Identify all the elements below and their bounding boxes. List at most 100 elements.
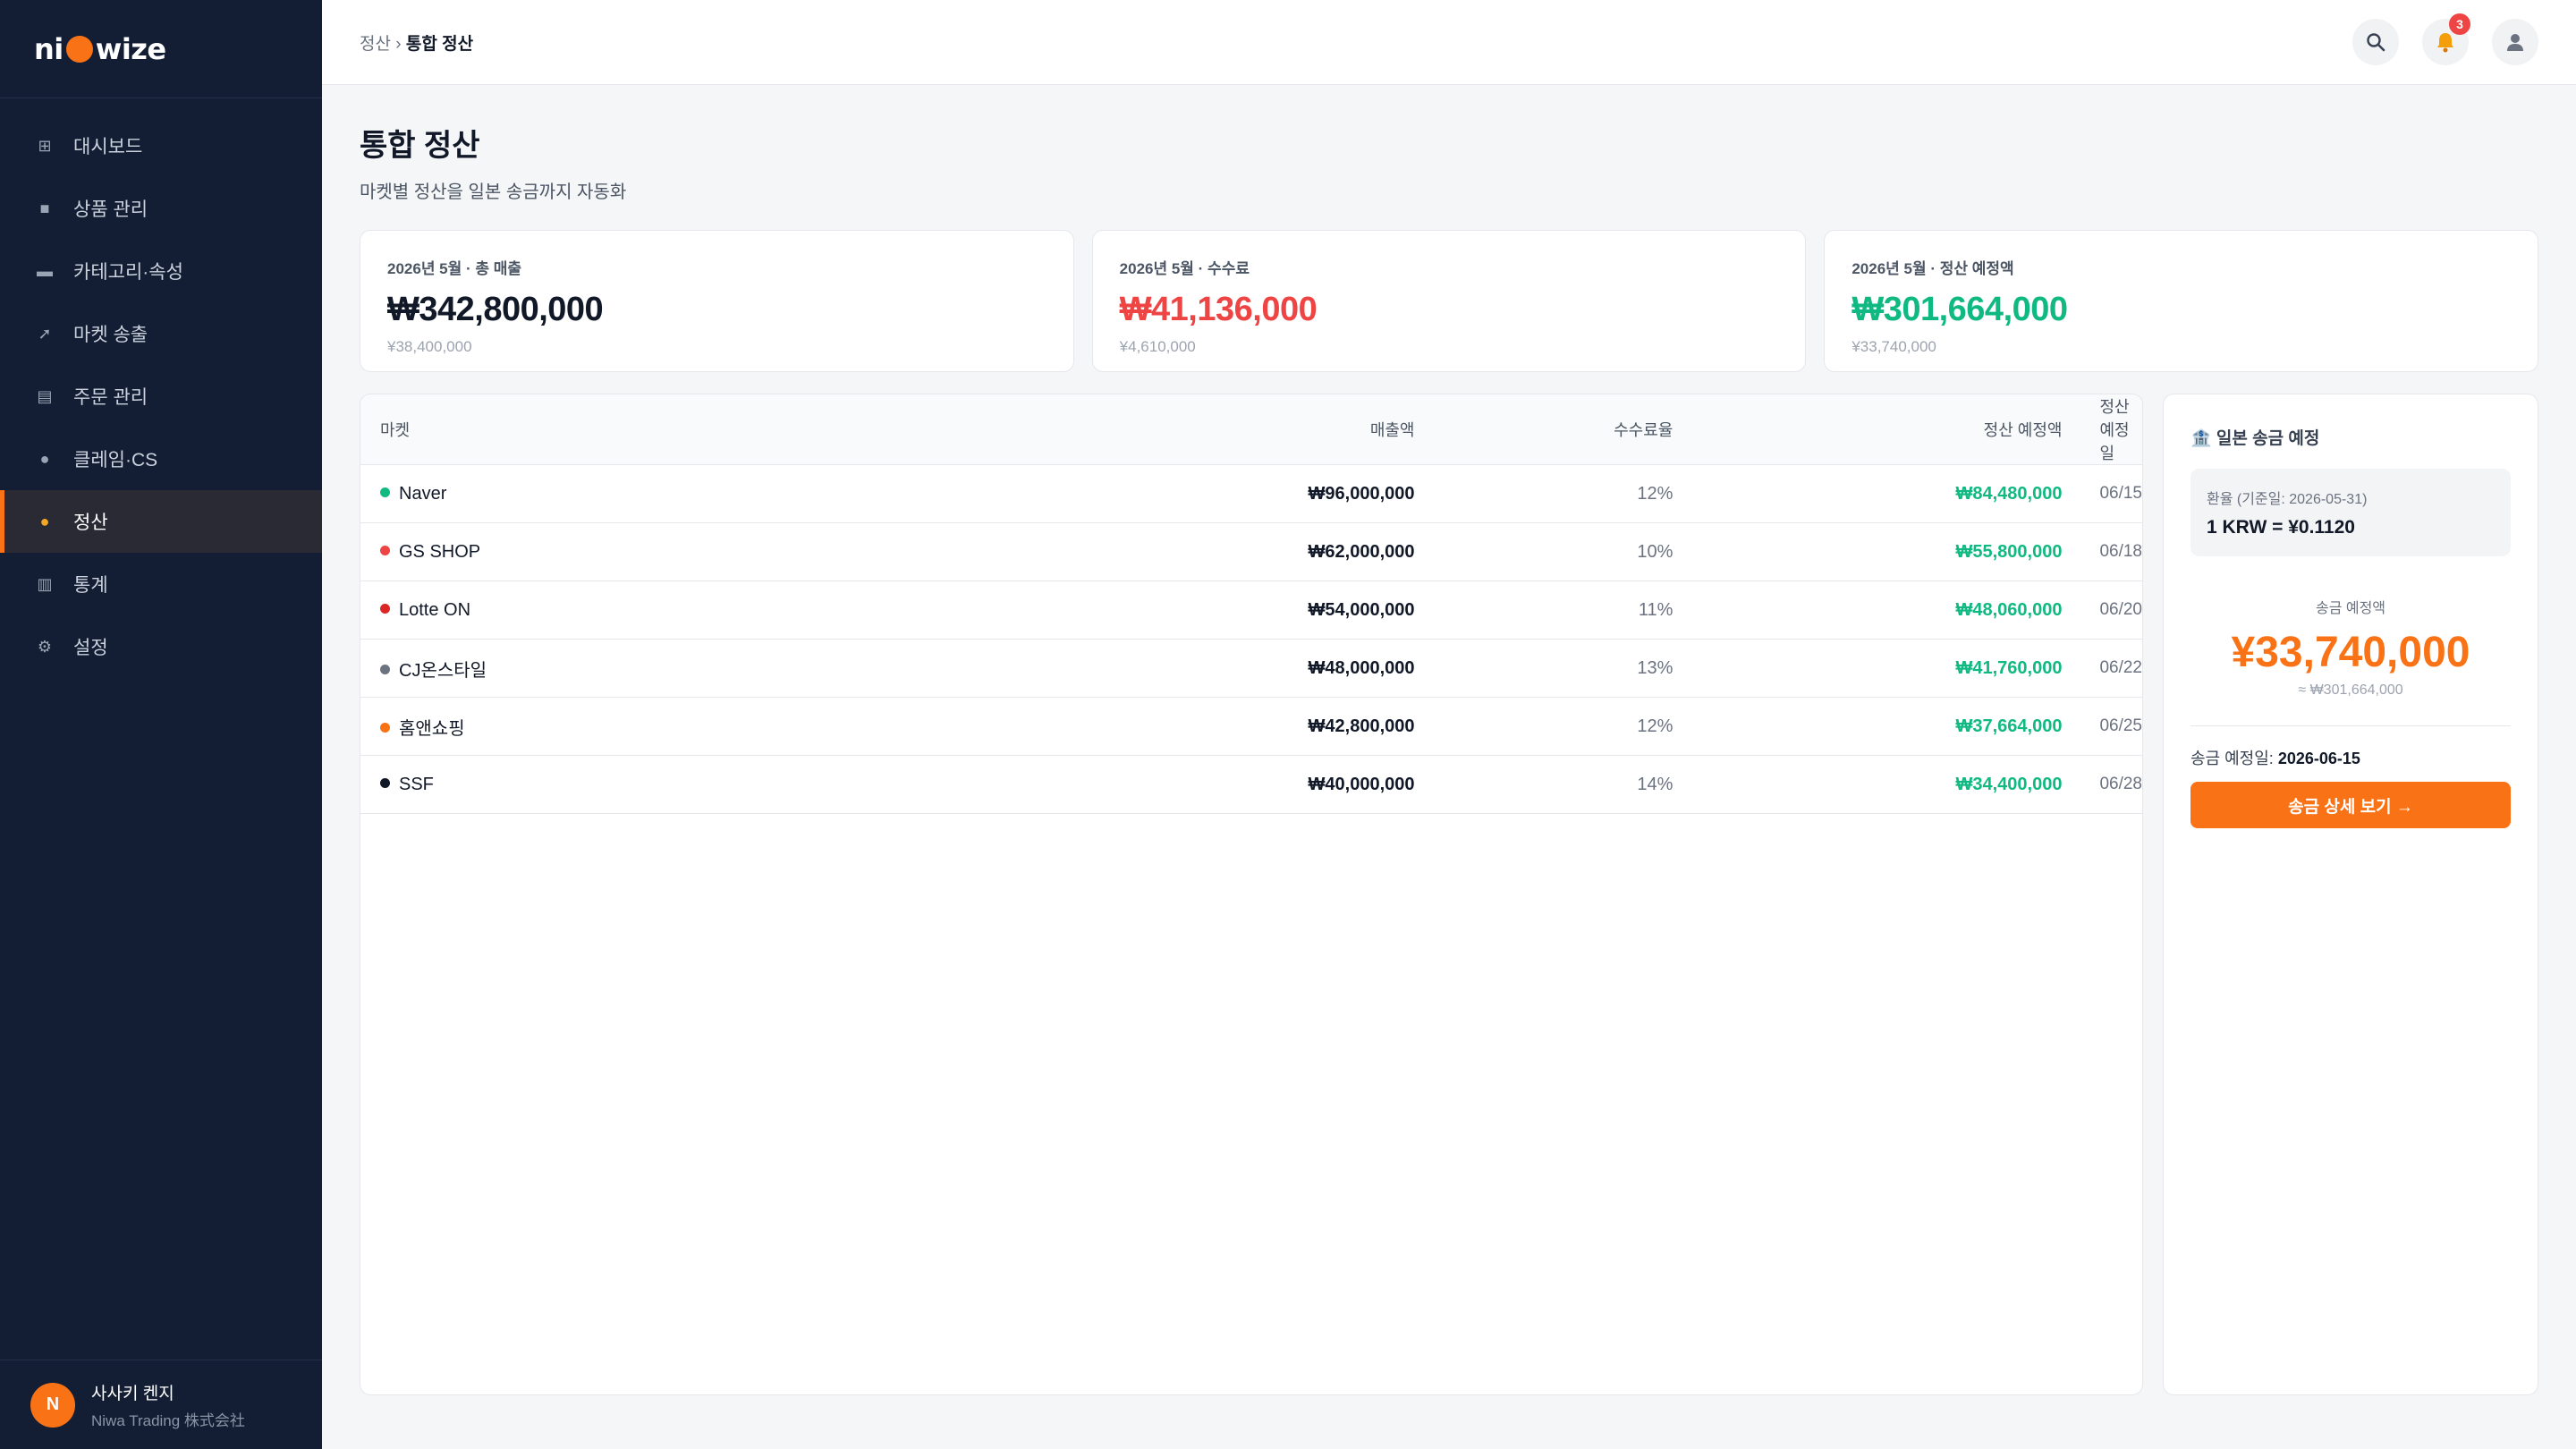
nav-icon: ▬ bbox=[37, 261, 53, 280]
breadcrumb-parent[interactable]: 정산 bbox=[360, 34, 391, 54]
sidebar-item[interactable]: ⊞ 대시보드 bbox=[0, 114, 322, 177]
remittance-amount-krw: ≈ ₩301,664,000 bbox=[2298, 682, 2403, 698]
remittance-amount: ¥33,740,000 bbox=[2231, 629, 2470, 676]
table-row[interactable]: Lotte ON ₩54,000,000 11% ₩48,060,000 06/20 bbox=[360, 580, 2142, 640]
profile-button[interactable] bbox=[2492, 19, 2538, 65]
topbar-actions: 3 bbox=[2352, 13, 2538, 65]
remittance-detail-button[interactable]: 송금 상세 보기 → bbox=[2190, 782, 2511, 828]
cell-rate: 10% bbox=[1414, 522, 1674, 581]
cell-amount: ₩37,664,000 bbox=[1673, 697, 2063, 756]
market-status-dot-icon bbox=[380, 664, 390, 674]
cell-amount: ₩34,400,000 bbox=[1673, 755, 2063, 814]
exchange-rate-label: 환율 (기준일: 2026-05-31) bbox=[2207, 492, 2368, 507]
sidebar-item[interactable]: ▤ 주문 관리 bbox=[0, 365, 322, 428]
col-header-market[interactable]: 마켓 bbox=[360, 394, 684, 465]
page-content: 통합 정산 마켓별 정산을 일본 송금까지 자동화 2026년 5월 · 총 매… bbox=[322, 85, 2576, 1395]
stat-label: 2026년 5월 · 수수료 bbox=[1119, 260, 1250, 277]
breadcrumb: 정산 › 통합 정산 bbox=[360, 30, 473, 55]
sidebar-item[interactable]: ■ 상품 관리 bbox=[0, 177, 322, 240]
table-row[interactable]: Naver ₩96,000,000 12% ₩84,480,000 06/15 bbox=[360, 464, 2142, 523]
market-status-dot-icon bbox=[380, 603, 390, 614]
sidebar-item[interactable]: ● 정산 bbox=[0, 490, 322, 553]
market-name: Lotte ON bbox=[399, 599, 471, 620]
table-row[interactable]: SSF ₩40,000,000 14% ₩34,400,000 06/28 bbox=[360, 755, 2142, 814]
cell-market: Lotte ON bbox=[360, 580, 684, 640]
notification-badge: 3 bbox=[2449, 13, 2470, 35]
remittance-title: 🏦 일본 송금 예정 bbox=[2190, 429, 2320, 448]
stat-value: ₩342,800,000 bbox=[387, 291, 604, 328]
stat-sub-value: ¥4,610,000 bbox=[1119, 338, 1196, 355]
settlement-table: 마켓 매출액 수수료율 정산 예정액 정산 예정일 Naver ₩96,000,0… bbox=[360, 394, 2142, 814]
cell-market: SSF bbox=[360, 755, 684, 814]
cell-date: 06/25 bbox=[2062, 697, 2142, 756]
stat-value: ₩41,136,000 bbox=[1119, 291, 1318, 328]
sidebar-item-label: 통계 bbox=[73, 575, 108, 596]
col-header-sales[interactable]: 매출액 bbox=[683, 394, 1415, 465]
sidebar-item-label: 카테고리·속성 bbox=[73, 262, 183, 283]
table-body: Naver ₩96,000,000 12% ₩84,480,000 06/15 GS SH… bbox=[360, 464, 2142, 814]
logo-right: wize bbox=[95, 31, 166, 66]
nav-icon: ● bbox=[39, 512, 50, 530]
cell-sales: ₩40,000,000 bbox=[683, 755, 1415, 814]
remittance-amount-label: 송금 예정액 bbox=[2315, 601, 2386, 616]
col-header-amount[interactable]: 정산 예정액 bbox=[1673, 394, 2063, 465]
sidebar-item[interactable]: ● 클레임·CS bbox=[0, 428, 322, 490]
nav-icon: ⚙ bbox=[37, 637, 53, 656]
notification-button[interactable]: 3 bbox=[2422, 13, 2470, 65]
sidebar-item-label: 대시보드 bbox=[73, 137, 143, 157]
remittance-card: 🏦 일본 송금 예정 환율 (기준일: 2026-05-31) 1 KRW = … bbox=[2163, 394, 2538, 1395]
cell-rate: 13% bbox=[1414, 639, 1674, 698]
sidebar-item[interactable]: ▥ 통계 bbox=[0, 553, 322, 615]
lower-section: 마켓 매출액 수수료율 정산 예정액 정산 예정일 Naver ₩96,000,0… bbox=[360, 394, 2538, 1395]
col-header-date[interactable]: 정산 예정일 bbox=[2062, 394, 2142, 465]
table-row[interactable]: 홈앤쇼핑 ₩42,800,000 12% ₩37,664,000 06/25 bbox=[360, 697, 2142, 756]
table-row[interactable]: GS SHOP ₩62,000,000 10% ₩55,800,000 06/18 bbox=[360, 522, 2142, 581]
topbar: 정산 › 통합 정산 3 bbox=[322, 0, 2576, 85]
market-status-dot-icon bbox=[380, 722, 390, 733]
search-button[interactable] bbox=[2352, 19, 2399, 65]
user-profile[interactable]: N 사사키 켄지 Niwa Trading 株式会社 bbox=[0, 1360, 322, 1449]
sidebar: ni wize ⊞ 대시보드 ■ 상품 관리 ▬ 카테고리·속성 ➚ 마켓 송출 ▤ 주문 관리 ●… bbox=[0, 0, 322, 1449]
user-company: Niwa Trading 株式会社 bbox=[91, 1411, 245, 1429]
cell-amount: ₩48,060,000 bbox=[1673, 580, 2063, 640]
market-status-dot-icon bbox=[380, 777, 390, 788]
stat-value: ₩301,664,000 bbox=[1852, 291, 2068, 328]
sidebar-item-label: 설정 bbox=[73, 638, 108, 658]
sidebar-item-label: 클레임·CS bbox=[73, 450, 158, 470]
col-header-rate[interactable]: 수수료율 bbox=[1414, 394, 1674, 465]
exchange-rate-value: 1 KRW = ¥0.1120 bbox=[2207, 517, 2355, 538]
market-status-dot-icon bbox=[380, 487, 390, 497]
table-row[interactable]: CJ온스타일 ₩48,000,000 13% ₩41,760,000 06/22 bbox=[360, 639, 2142, 698]
nav-icon: ⊞ bbox=[38, 136, 52, 155]
cell-date: 06/28 bbox=[2062, 755, 2142, 814]
cell-sales: ₩96,000,000 bbox=[683, 464, 1415, 523]
cell-market: 홈앤쇼핑 bbox=[360, 697, 684, 756]
user-icon bbox=[2507, 34, 2523, 51]
main-area: 정산 › 통합 정산 3 통합 정산 마켓별 정산을 일본 송금까지 자동화 2… bbox=[322, 0, 2576, 1449]
user-name: 사사키 켄지 bbox=[91, 1384, 174, 1403]
sidebar-item[interactable]: ⚙ 설정 bbox=[0, 615, 322, 678]
nav-icon: ■ bbox=[39, 199, 50, 217]
sidebar-item[interactable]: ▬ 카테고리·속성 bbox=[0, 240, 322, 302]
stat-card: 2026년 5월 · 수수료 ₩41,136,000 ¥4,610,000 bbox=[1091, 230, 1807, 372]
sidebar-item-label: 주문 관리 bbox=[73, 387, 148, 408]
stat-card: 2026년 5월 · 총 매출 ₩342,800,000 ¥38,400,000 bbox=[360, 230, 1074, 372]
cell-market: Naver bbox=[360, 464, 684, 523]
sidebar-nav: ⊞ 대시보드 ■ 상품 관리 ▬ 카테고리·속성 ➚ 마켓 송출 ▤ 주문 관리 ● 클레임·CS ● 정… bbox=[0, 98, 322, 678]
cell-rate: 14% bbox=[1414, 755, 1674, 814]
settlement-table-card: 마켓 매출액 수수료율 정산 예정액 정산 예정일 Naver ₩96,000,0… bbox=[360, 394, 2143, 1395]
logo[interactable]: ni wize bbox=[0, 0, 322, 98]
cell-amount: ₩55,800,000 bbox=[1673, 522, 2063, 581]
market-name: 홈앤쇼핑 bbox=[399, 718, 465, 739]
stat-sub-value: ¥38,400,000 bbox=[387, 338, 472, 355]
market-name: SSF bbox=[399, 774, 434, 794]
cell-date: 06/22 bbox=[2062, 639, 2142, 698]
market-name: CJ온스타일 bbox=[399, 660, 487, 681]
sidebar-item[interactable]: ➚ 마켓 송출 bbox=[0, 302, 322, 365]
cell-sales: ₩42,800,000 bbox=[683, 697, 1415, 756]
stat-label: 2026년 5월 · 정산 예정액 bbox=[1852, 260, 2014, 277]
cell-rate: 11% bbox=[1414, 580, 1674, 640]
remittance-date: 송금 예정일: 2026-06-15 bbox=[2190, 746, 2511, 769]
exchange-rate-box: 환율 (기준일: 2026-05-31) 1 KRW = ¥0.1120 bbox=[2190, 469, 2511, 556]
cell-date: 06/15 bbox=[2062, 464, 2142, 523]
